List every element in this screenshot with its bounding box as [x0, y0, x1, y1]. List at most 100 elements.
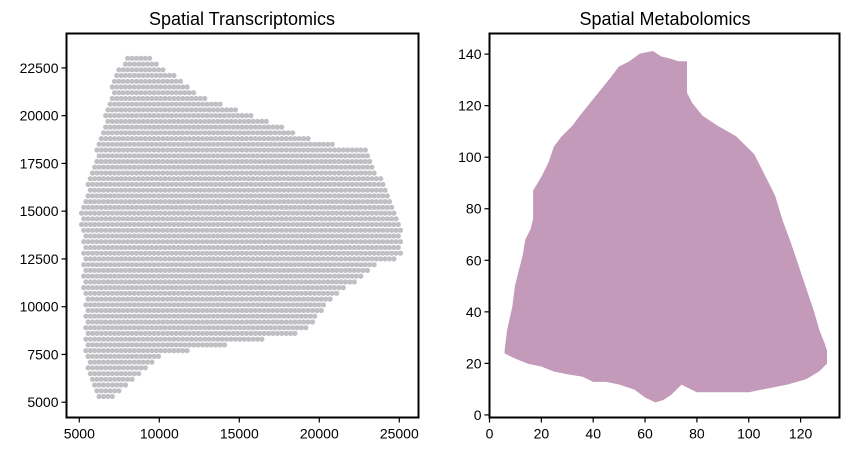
spot	[120, 353, 126, 359]
spot	[94, 262, 100, 268]
spot	[180, 187, 186, 193]
spot	[177, 330, 184, 336]
spot	[195, 319, 201, 325]
spot	[243, 227, 250, 233]
spot	[208, 227, 214, 233]
spot	[122, 221, 129, 228]
spot	[279, 193, 285, 199]
spot	[296, 216, 302, 222]
spot	[215, 130, 221, 136]
spot	[114, 313, 120, 319]
spot	[283, 170, 289, 176]
spot	[173, 227, 179, 233]
spot	[340, 216, 346, 222]
spot	[338, 221, 344, 228]
spot	[342, 221, 349, 228]
spot	[206, 118, 212, 124]
spot	[224, 210, 230, 216]
spot	[162, 221, 168, 228]
spot	[158, 72, 164, 79]
spot	[309, 216, 316, 222]
spot	[180, 336, 186, 342]
spot	[206, 221, 212, 228]
spot	[98, 285, 104, 291]
spot	[338, 153, 344, 159]
spot	[151, 204, 157, 210]
spot	[164, 285, 170, 291]
spot	[177, 181, 184, 187]
spot	[362, 158, 368, 165]
spot	[175, 221, 181, 228]
spot	[180, 107, 186, 113]
spot	[180, 325, 186, 331]
spot	[316, 302, 322, 308]
spot	[171, 164, 177, 170]
spot	[334, 244, 340, 251]
spot	[285, 221, 291, 228]
spot	[98, 147, 104, 153]
spot	[177, 296, 184, 302]
spot	[142, 250, 148, 256]
spot	[226, 113, 232, 119]
spot	[252, 285, 258, 291]
spot	[118, 313, 124, 319]
spot	[149, 187, 155, 193]
spot	[219, 279, 225, 285]
spot	[89, 250, 96, 256]
spot	[85, 193, 91, 199]
spot	[254, 279, 261, 285]
spot	[133, 124, 140, 130]
spot	[215, 256, 221, 262]
spot	[265, 285, 272, 291]
spot	[338, 233, 344, 239]
spot	[131, 187, 137, 193]
spot	[320, 187, 327, 193]
spot	[389, 239, 395, 245]
spot	[217, 227, 223, 233]
spot	[147, 193, 153, 199]
spot	[177, 239, 184, 245]
spot	[259, 244, 265, 251]
spot	[120, 158, 126, 165]
spot	[98, 330, 104, 336]
spot	[281, 302, 287, 308]
spot	[195, 193, 201, 199]
spot	[133, 101, 140, 107]
spot	[197, 279, 203, 285]
spot	[290, 176, 296, 182]
spot	[107, 262, 113, 268]
spot	[287, 330, 294, 336]
spot	[219, 290, 225, 296]
spot	[257, 330, 263, 336]
spot	[173, 181, 179, 187]
spot	[199, 147, 206, 153]
spot	[155, 101, 162, 107]
spot	[270, 250, 276, 256]
spot	[166, 118, 173, 124]
spot	[125, 124, 131, 130]
spot	[329, 290, 335, 296]
spot	[166, 256, 173, 262]
spot	[327, 273, 333, 279]
spot	[164, 216, 170, 222]
spot	[129, 158, 135, 165]
spot	[186, 227, 192, 233]
spot	[122, 72, 129, 79]
spot	[298, 313, 305, 319]
spot	[382, 210, 388, 216]
spot	[351, 210, 357, 216]
spot	[184, 256, 190, 262]
spot	[122, 84, 129, 90]
spot	[235, 113, 241, 119]
spot	[188, 141, 195, 147]
spot	[81, 227, 87, 233]
spot	[316, 153, 322, 159]
spot	[224, 176, 230, 182]
spot	[96, 313, 102, 319]
spot	[283, 204, 289, 210]
spot	[290, 221, 296, 228]
spot	[296, 262, 302, 268]
spot	[133, 158, 140, 165]
spot	[358, 239, 364, 245]
spot	[281, 164, 287, 170]
